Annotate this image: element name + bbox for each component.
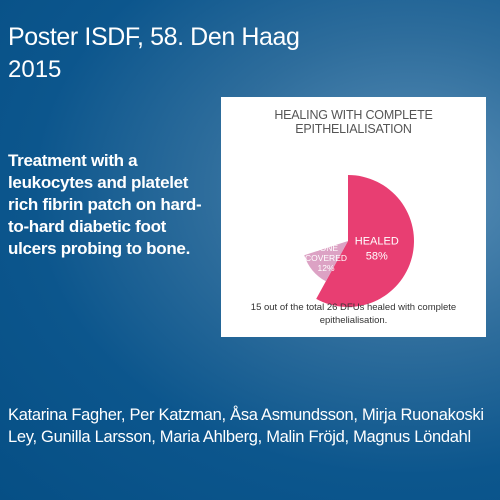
chart-caption: 15 out of the total 26 DFUs healed with … bbox=[250, 302, 457, 326]
pie-slice-bone-covered bbox=[304, 241, 348, 282]
poster-title: Poster ISDF, 58. Den Haag bbox=[8, 23, 300, 51]
pie-label-bone-covered-line1: BONE bbox=[314, 243, 338, 253]
chart-title: HEALING WITH COMPLETE EPITHELIALISATION bbox=[274, 108, 433, 136]
pie-label-bone-covered-line2: COVERED bbox=[305, 253, 347, 263]
pie-label-healed: HEALED bbox=[355, 235, 399, 247]
pie-chart: HEALED 58% BONE COVERED 12% bbox=[304, 175, 414, 307]
pie-value-healed: 58% bbox=[366, 250, 388, 262]
poster-year: 2015 bbox=[8, 56, 62, 83]
author-list: Katarina Fagher, Per Katzman, Åsa Asmund… bbox=[8, 406, 484, 446]
poster-description: Treatment with a leukocytes and platelet… bbox=[8, 151, 202, 258]
pie-slice-healed bbox=[316, 175, 414, 307]
pie-value-bone-covered: 12% bbox=[317, 263, 334, 273]
chart-card: HEALING WITH COMPLETE EPITHELIALISATION … bbox=[221, 97, 486, 337]
